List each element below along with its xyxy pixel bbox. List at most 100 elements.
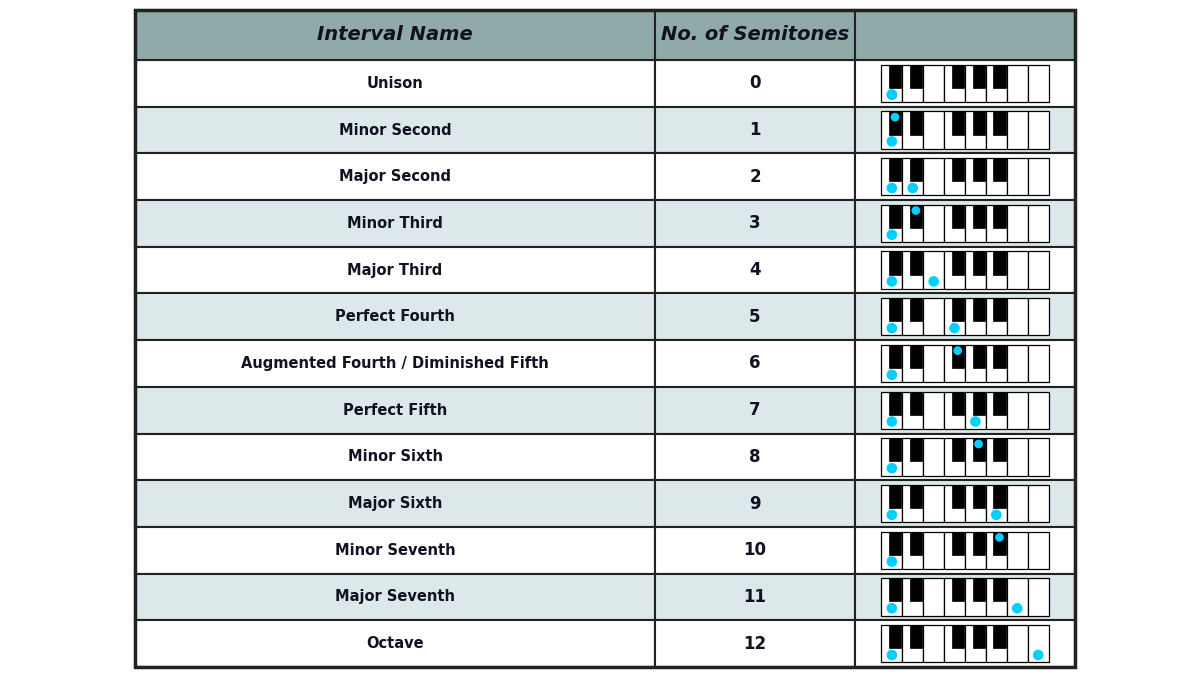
Bar [910, 298, 922, 321]
Bar [1007, 252, 1027, 289]
Bar [655, 480, 854, 527]
Bar [1007, 532, 1027, 569]
Bar [986, 532, 1007, 569]
Bar [902, 438, 923, 476]
Bar [994, 485, 1006, 508]
Text: Augmented Fourth / Diminished Fifth: Augmented Fourth / Diminished Fifth [241, 356, 548, 371]
Bar [910, 532, 922, 555]
Bar [994, 532, 1006, 555]
Bar [889, 111, 901, 134]
Bar [923, 438, 944, 476]
Bar [889, 532, 901, 555]
Bar [1007, 438, 1027, 476]
Bar [655, 527, 854, 574]
Bar [986, 625, 1007, 662]
Circle shape [887, 370, 896, 379]
Bar [854, 340, 1075, 387]
Bar [972, 345, 985, 368]
Text: Unison: Unison [367, 76, 424, 91]
Bar [134, 574, 655, 620]
Circle shape [950, 323, 959, 333]
Circle shape [887, 90, 896, 99]
Bar [972, 532, 985, 555]
Text: 10: 10 [744, 541, 767, 560]
Bar [1027, 158, 1049, 195]
Bar [952, 438, 964, 462]
Bar [965, 438, 986, 476]
Bar [952, 205, 964, 228]
Bar [986, 65, 1007, 102]
Bar [965, 345, 986, 382]
Bar [655, 433, 854, 480]
Bar [889, 578, 901, 601]
Bar [1027, 345, 1049, 382]
Text: Perfect Fifth: Perfect Fifth [343, 403, 448, 418]
Bar [854, 200, 1075, 247]
Bar [889, 252, 901, 275]
Bar [994, 578, 1006, 601]
Bar [881, 111, 902, 148]
Circle shape [908, 184, 917, 192]
Circle shape [887, 184, 896, 192]
Bar [1027, 625, 1049, 662]
Bar [965, 578, 986, 616]
Bar [655, 200, 854, 247]
Bar [994, 345, 1006, 368]
Bar [854, 247, 1075, 294]
Text: 5: 5 [749, 308, 761, 326]
Bar [965, 392, 986, 429]
Bar [910, 578, 922, 601]
Text: 8: 8 [749, 448, 761, 466]
Bar [944, 578, 965, 616]
Bar [902, 252, 923, 289]
Bar [994, 205, 1006, 228]
Bar [994, 625, 1006, 648]
Bar [944, 345, 965, 382]
Bar [889, 205, 901, 228]
Bar [854, 294, 1075, 340]
Text: 9: 9 [749, 495, 761, 512]
Bar [655, 60, 854, 107]
Bar [944, 252, 965, 289]
Bar [854, 620, 1075, 667]
Bar [1027, 252, 1049, 289]
Bar [994, 111, 1006, 134]
Bar [134, 387, 655, 433]
Bar [902, 158, 923, 195]
Bar [134, 10, 1075, 667]
Text: Minor Seventh: Minor Seventh [335, 543, 455, 558]
Text: 0: 0 [749, 74, 761, 92]
Bar [923, 532, 944, 569]
Bar [854, 107, 1075, 153]
Bar [952, 65, 964, 88]
Bar [965, 625, 986, 662]
Bar [1027, 532, 1049, 569]
Bar [902, 485, 923, 522]
Bar [902, 65, 923, 102]
Bar [952, 625, 964, 648]
Bar [1027, 205, 1049, 242]
Bar [972, 205, 985, 228]
Circle shape [887, 464, 896, 472]
Bar [854, 433, 1075, 480]
Bar [972, 65, 985, 88]
Bar [134, 10, 655, 60]
Bar [923, 485, 944, 522]
Bar [944, 111, 965, 148]
Bar [889, 345, 901, 368]
Bar [889, 65, 901, 88]
Bar [854, 527, 1075, 574]
Bar [994, 252, 1006, 275]
Bar [1027, 65, 1049, 102]
Bar [986, 438, 1007, 476]
Bar [910, 252, 922, 275]
Bar [854, 574, 1075, 620]
Bar [994, 298, 1006, 321]
Bar [1007, 158, 1027, 195]
Bar [923, 625, 944, 662]
Text: 3: 3 [749, 215, 761, 232]
Circle shape [912, 207, 919, 214]
Bar [902, 205, 923, 242]
Bar [655, 107, 854, 153]
Bar [923, 158, 944, 195]
